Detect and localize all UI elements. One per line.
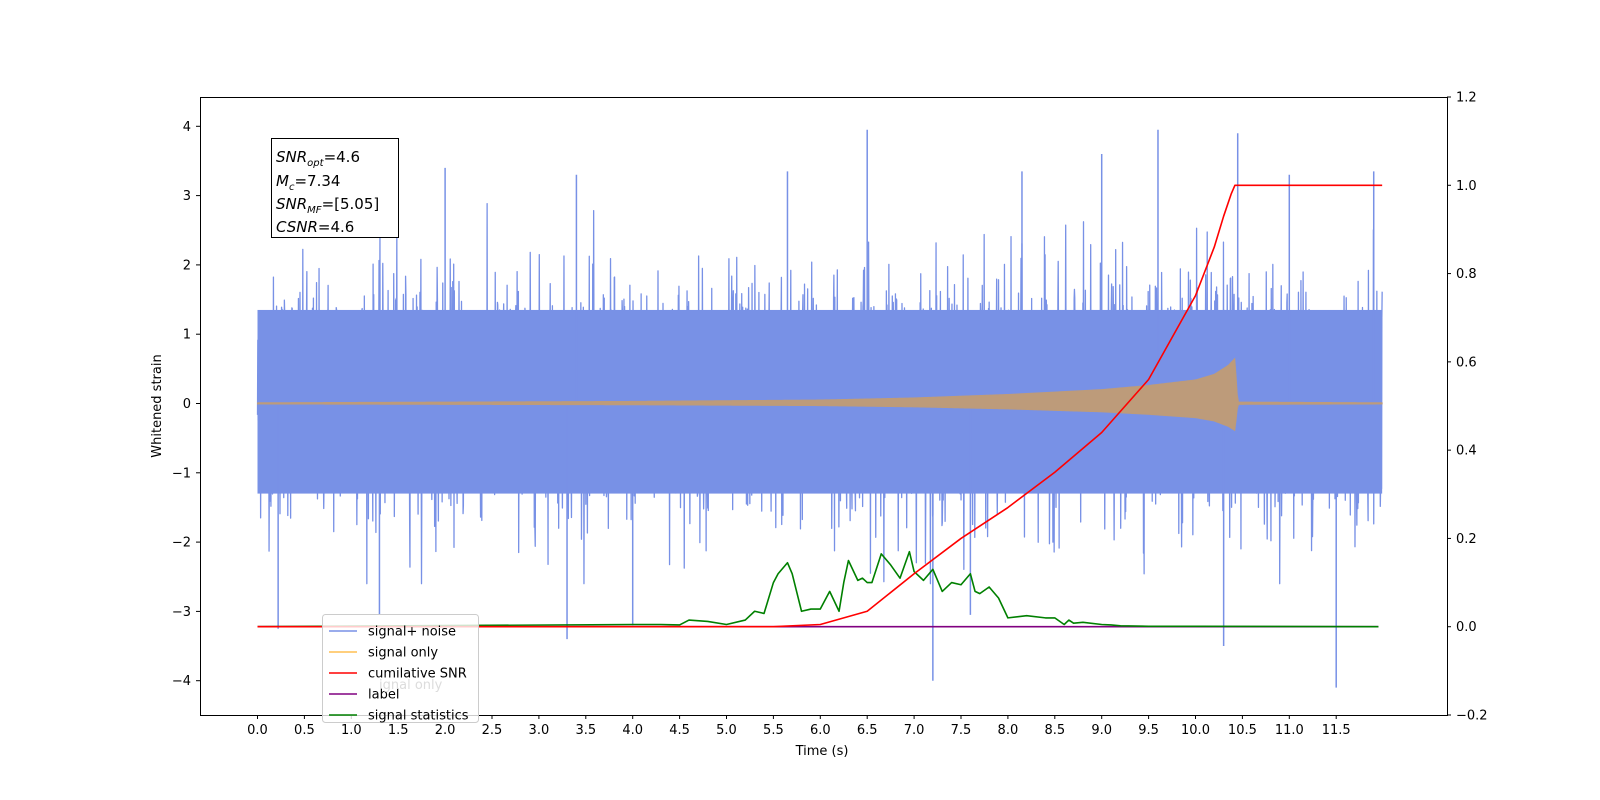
info-mc: Mc=7.34 <box>276 172 340 193</box>
y2-tick-label: −0.2 <box>1456 709 1488 724</box>
x-tick-label: 10.5 <box>1228 723 1257 738</box>
y-tick-label: 1 <box>183 328 191 343</box>
info-box: SNRopt=4.6 Mc=7.34 SNRMF=[5.05] CSNR=4.6 <box>271 138 399 238</box>
x-tick-label: 1.5 <box>388 723 409 738</box>
x-tick-label: 3.5 <box>575 723 596 738</box>
legend: signal+ noise signal only cumilative SNR la… <box>322 614 479 724</box>
y-tick-label: −3 <box>172 605 191 620</box>
y-tick-label: −1 <box>172 466 191 481</box>
y2-tick-label: 0.6 <box>1456 355 1477 370</box>
x-tick-label: 10.0 <box>1181 723 1210 738</box>
info-box-frame <box>271 138 399 238</box>
y-axis-left: −4 −3 −2 −1 0 1 2 3 4 <box>172 120 200 689</box>
y2-tick-label: 0.4 <box>1456 444 1477 459</box>
y-tick-label: 2 <box>183 258 191 273</box>
info-snr-mf: SNRMF=[5.05] <box>276 195 379 216</box>
x-tick-label: 2.0 <box>435 723 456 738</box>
y-tick-label: −2 <box>172 536 191 551</box>
y2-tick-label: 0.0 <box>1456 620 1477 635</box>
x-tick-label: 11.5 <box>1322 723 1351 738</box>
y2-tick-label: 0.8 <box>1456 267 1477 282</box>
x-axis: 0.0 0.5 1.0 1.5 2.0 2.5 3.0 3.5 4.0 4.5 5.0 5.5 6.0 6… <box>247 715 1351 738</box>
x-tick-label: 6.0 <box>810 723 831 738</box>
x-tick-label: 9.5 <box>1138 723 1159 738</box>
signal-series-group <box>257 357 1383 432</box>
legend-label: signal only <box>368 646 438 661</box>
x-tick-label: 0.0 <box>247 723 268 738</box>
y-tick-label: 0 <box>183 397 191 412</box>
y2-tick-label: 1.0 <box>1456 179 1477 194</box>
legend-frame <box>322 614 479 723</box>
x-tick-label: 6.5 <box>857 723 878 738</box>
x-tick-label: 0.5 <box>294 723 315 738</box>
info-snr-opt: SNRopt=4.6 <box>276 148 360 169</box>
signal-statistics-line <box>257 550 1379 628</box>
y-axis-label: Whitened strain <box>150 354 165 457</box>
plot-frame <box>200 97 1448 716</box>
x-tick-label: 4.5 <box>669 723 690 738</box>
x-tick-label: 7.0 <box>904 723 925 738</box>
y-tick-label: 3 <box>183 189 191 204</box>
cumilative-snr-line <box>257 184 1383 628</box>
legend-label: cumilative SNR <box>368 667 467 682</box>
info-csnr: CSNR=4.6 <box>276 218 354 236</box>
x-tick-label: 7.5 <box>951 723 972 738</box>
legend-label: signal+ noise <box>368 625 456 640</box>
x-tick-label: 11.0 <box>1275 723 1304 738</box>
x-axis-label: Time (s) <box>795 744 849 759</box>
x-tick-label: 4.0 <box>622 723 643 738</box>
y2-tick-label: 0.2 <box>1456 532 1477 547</box>
y-tick-label: −4 <box>172 674 191 689</box>
x-tick-label: 8.0 <box>998 723 1019 738</box>
x-tick-label: 5.0 <box>716 723 737 738</box>
x-tick-label: 1.0 <box>341 723 362 738</box>
y2-tick-label: 1.2 <box>1456 91 1477 106</box>
legend-label: label <box>368 688 399 703</box>
y-tick-label: 4 <box>183 120 191 135</box>
legend-label: signal statistics <box>368 709 469 724</box>
x-tick-label: 9.0 <box>1091 723 1112 738</box>
x-tick-label: 8.5 <box>1044 723 1065 738</box>
x-tick-label: 2.5 <box>482 723 503 738</box>
legend-ghost-text: ignal only <box>379 678 443 693</box>
y-axis-right: −0.2 0.0 0.2 0.4 0.6 0.8 1.0 1.2 <box>1447 91 1488 724</box>
x-tick-label: 5.5 <box>763 723 784 738</box>
x-tick-label: 3.0 <box>529 723 550 738</box>
